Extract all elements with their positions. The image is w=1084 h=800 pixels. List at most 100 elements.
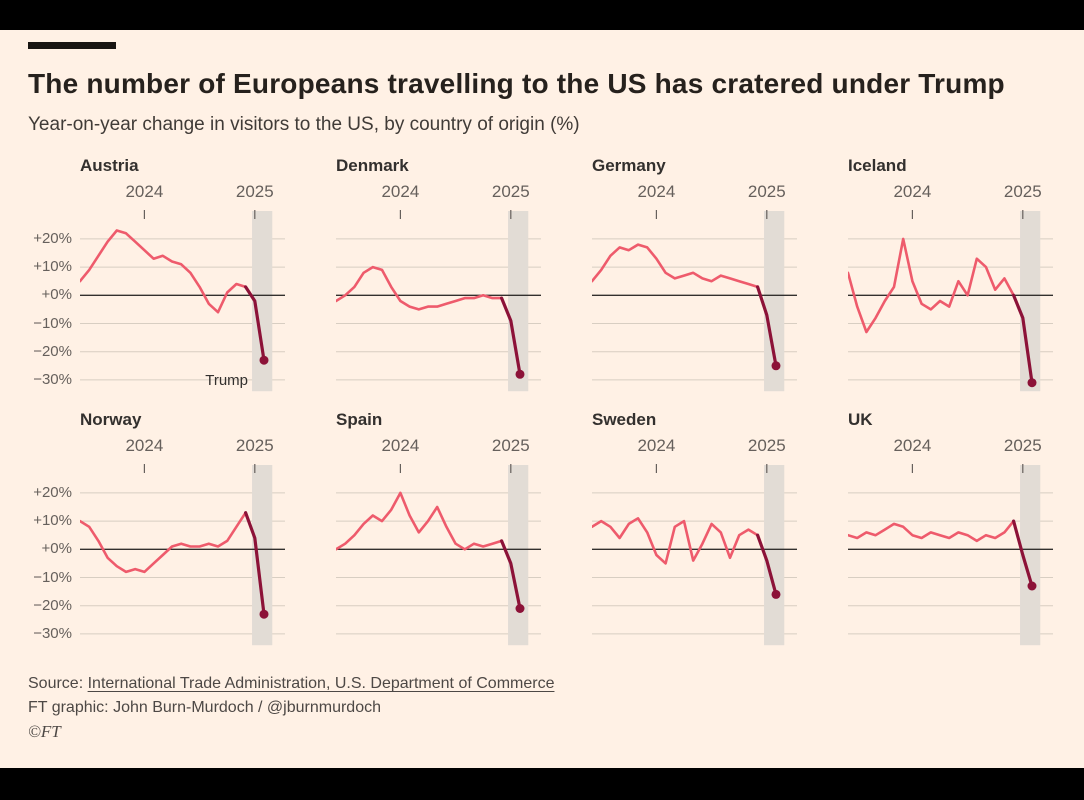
year-tick-label: 2024 (637, 436, 676, 455)
trump-endpoint-dot (1027, 378, 1037, 388)
trump-endpoint-dot (259, 609, 269, 619)
y-tick-label: −10% (33, 314, 72, 332)
y-tick-label: −10% (33, 568, 72, 586)
trump-period-band (764, 465, 785, 646)
panel-uk: UK 2024 2025 (848, 410, 1053, 652)
series-line (848, 519, 1015, 543)
trump-series-line (500, 539, 522, 611)
x-axis-year-labels: 2024 2025 (336, 182, 541, 208)
chart-subtitle: Year-on-year change in visitors to the U… (28, 114, 580, 135)
year-tick-label: 2025 (1003, 436, 1042, 455)
year-tick-label: 2024 (381, 436, 420, 455)
x-axis-year-labels: 2024 2025 (848, 182, 1053, 208)
chart-germany (592, 210, 797, 392)
y-axis-labels: +20% +10% +0% −10% −20% −30% (28, 410, 80, 652)
x-axis-year-labels: 2024 2025 (80, 436, 285, 462)
trump-series-line (756, 533, 778, 596)
trump-series-line (1012, 293, 1034, 385)
trump-series-line (244, 511, 266, 616)
y-tick-label: +10% (33, 512, 72, 530)
trump-series-line (500, 296, 522, 376)
trump-series-line (756, 285, 778, 368)
panel-country-label: UK (848, 410, 873, 429)
trump-endpoint-dot (1027, 581, 1037, 591)
chart-denmark (336, 210, 541, 392)
panel-spain: Spain 2024 2025 (336, 410, 541, 652)
year-tick-label: 2025 (1003, 182, 1042, 201)
x-axis-year-labels: 2024 2025 (592, 182, 797, 208)
y-axis-labels: +20% +10% +0% −10% −20% −30% (28, 156, 80, 398)
year-tick-label: 2024 (893, 436, 932, 455)
panel-germany: Germany 2024 2025 (592, 156, 797, 398)
source-line: Source: International Trade Administrati… (28, 672, 1048, 696)
chart-row-1: +20% +10% +0% −10% −20% −30% Austria 2024 2025 Tr… (28, 156, 1053, 398)
trump-period-band (764, 211, 785, 392)
year-tick-label: 2025 (235, 436, 274, 455)
year-tick-label: 2024 (637, 182, 676, 201)
panel-norway: Norway 2024 2025 (80, 410, 285, 652)
x-axis-year-labels: 2024 2025 (336, 436, 541, 462)
year-tick-label: 2024 (125, 182, 164, 201)
ft-chart-page: The number of Europeans travelling to th… (0, 30, 1084, 768)
chart-austria: Trump (80, 210, 285, 392)
source-link[interactable]: International Trade Administration, U.S.… (87, 675, 555, 692)
x-axis-year-labels: 2024 2025 (592, 436, 797, 462)
trump-series-line (1012, 519, 1034, 588)
y-tick-label: +20% (33, 229, 72, 247)
y-tick-label: −20% (33, 342, 72, 360)
trump-period-band (1020, 211, 1041, 392)
series-line (848, 237, 1015, 334)
chart-spain (336, 464, 541, 646)
series-line (80, 511, 247, 574)
panel-country-label: Spain (336, 410, 383, 429)
trump-period-band (1020, 465, 1041, 646)
year-tick-label: 2025 (491, 182, 530, 201)
letterbox-bottom (0, 768, 1084, 800)
trump-period-band (508, 211, 529, 392)
year-tick-label: 2024 (381, 182, 420, 201)
y-tick-label: −30% (33, 370, 72, 388)
trump-annotation-label: Trump (205, 372, 248, 389)
series-line (336, 491, 503, 551)
letterbox-top (0, 0, 1084, 30)
chart-row-2: +20% +10% +0% −10% −20% −30% Norway 2024 2025 Spa… (28, 410, 1053, 652)
trump-endpoint-dot (771, 361, 781, 371)
panel-iceland: Iceland 2024 2025 (848, 156, 1053, 398)
series-line (592, 243, 759, 289)
panel-country-label: Norway (80, 410, 142, 429)
series-line (336, 265, 503, 311)
year-tick-label: 2025 (235, 182, 274, 201)
y-tick-label: −30% (33, 624, 72, 642)
trump-endpoint-dot (515, 369, 525, 379)
panel-austria: Austria 2024 2025 Trump (80, 156, 285, 398)
chart-footer: Source: International Trade Administrati… (28, 672, 1048, 744)
trump-series-line (244, 285, 266, 362)
credit-line: FT graphic: John Burn-Murdoch / @jburnmu… (28, 699, 381, 716)
y-tick-label: +0% (41, 286, 72, 304)
year-tick-label: 2024 (893, 182, 932, 201)
trump-endpoint-dot (259, 355, 269, 365)
panel-country-label: Germany (592, 156, 666, 175)
trump-endpoint-dot (515, 604, 525, 613)
year-tick-label: 2025 (747, 182, 786, 201)
trump-period-band (252, 465, 273, 646)
trump-period-band (252, 211, 273, 392)
y-tick-label: −20% (33, 596, 72, 614)
trump-period-band (508, 465, 529, 646)
panel-country-label: Austria (80, 156, 139, 175)
year-tick-label: 2025 (491, 436, 530, 455)
chart-title: The number of Europeans travelling to th… (28, 68, 1005, 99)
chart-sweden (592, 464, 797, 646)
series-line (80, 229, 247, 314)
x-axis-year-labels: 2024 2025 (80, 182, 285, 208)
panel-country-label: Denmark (336, 156, 409, 175)
panel-denmark: Denmark 2024 2025 (336, 156, 541, 398)
year-tick-label: 2024 (125, 436, 164, 455)
ft-brand-tick (28, 42, 116, 49)
trump-endpoint-dot (771, 589, 781, 599)
y-tick-label: +20% (33, 483, 72, 501)
y-tick-label: +10% (33, 258, 72, 276)
year-tick-label: 2025 (747, 436, 786, 455)
panel-country-label: Sweden (592, 410, 657, 429)
